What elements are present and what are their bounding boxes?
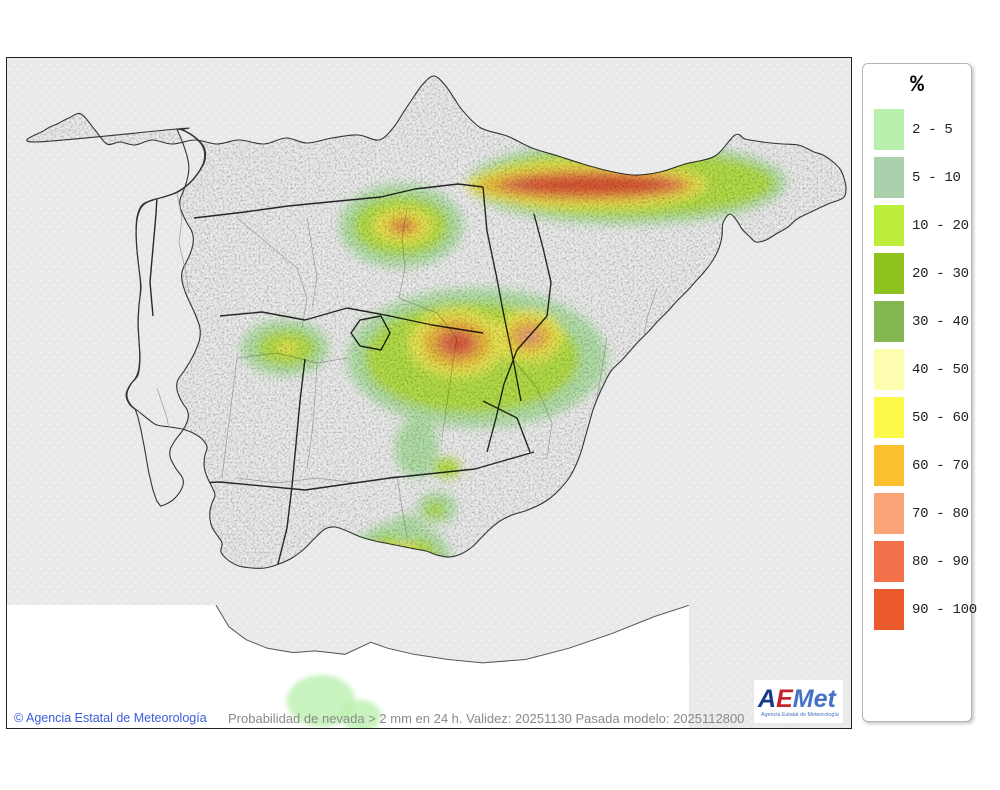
svg-text:AEMet: AEMet bbox=[757, 685, 837, 713]
svg-text:Agencia Estatal de Meteorologí: Agencia Estatal de Meteorología bbox=[761, 712, 839, 718]
